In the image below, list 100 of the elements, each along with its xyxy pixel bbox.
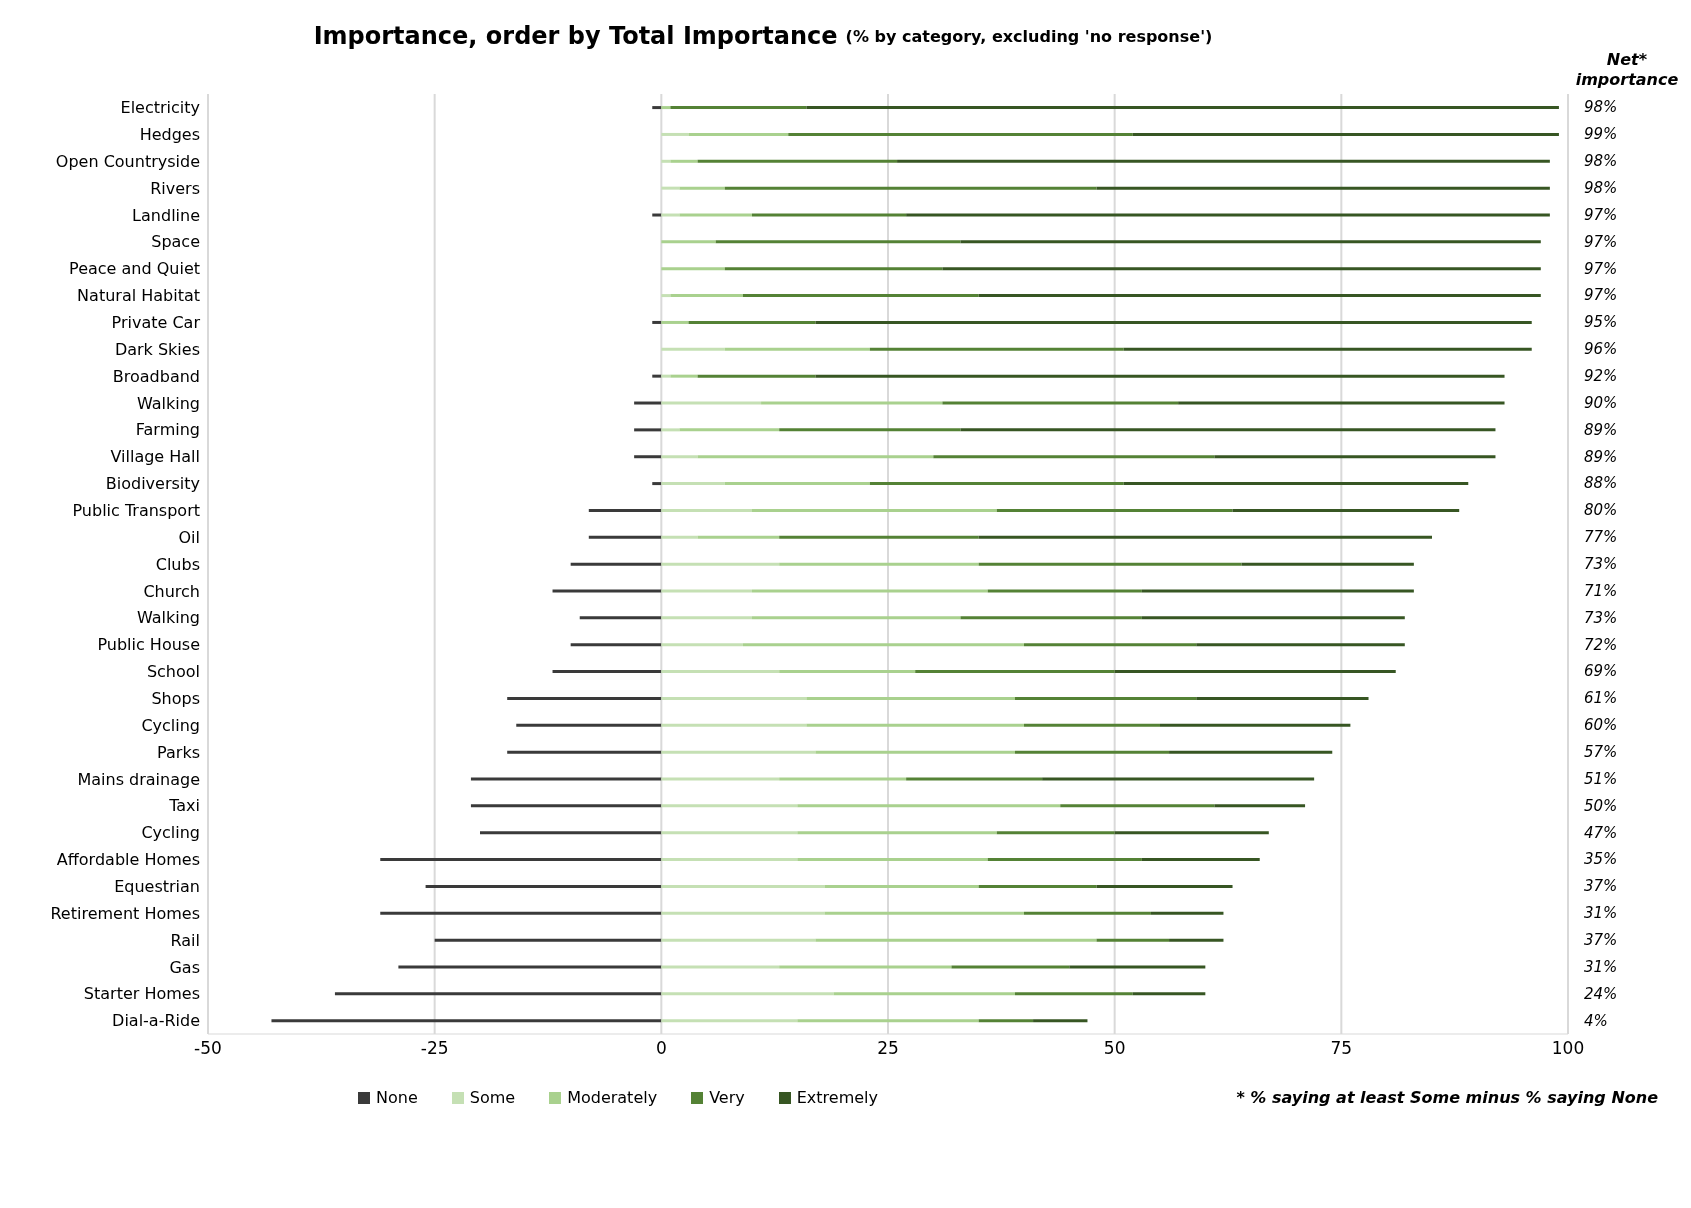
bar — [978, 884, 1097, 888]
bar — [552, 589, 662, 593]
bar — [752, 213, 907, 217]
bar — [380, 911, 662, 915]
bar — [334, 992, 662, 996]
bar — [742, 294, 979, 298]
legend-label: Extremely — [796, 1088, 878, 1107]
bar — [797, 804, 1061, 808]
bar — [906, 213, 1550, 217]
y-tick-label: Clubs — [155, 554, 200, 574]
bar — [1024, 911, 1151, 915]
bar — [1196, 643, 1405, 647]
bar — [697, 159, 898, 163]
bar — [679, 213, 752, 217]
y-tick-label: Dark Skies — [114, 339, 200, 359]
bar — [661, 696, 807, 700]
bar — [1069, 965, 1206, 969]
text: 35% — [1584, 849, 1618, 870]
bar — [1024, 723, 1160, 727]
bar — [652, 320, 662, 324]
bar — [978, 294, 1541, 298]
bar — [779, 535, 979, 539]
bar — [1024, 643, 1197, 647]
text: 57% — [1584, 742, 1618, 762]
text: 37% — [1584, 876, 1618, 897]
bar — [661, 884, 825, 888]
bar — [869, 347, 1124, 351]
bar — [715, 240, 961, 244]
bar — [906, 777, 1043, 781]
text: 97% — [1584, 285, 1618, 306]
chart-subtitle: (% by category, excluding 'no response') — [845, 26, 1213, 46]
bar — [634, 401, 662, 405]
bar — [960, 616, 1142, 620]
bar — [1214, 804, 1306, 808]
bar — [688, 320, 816, 324]
bar — [779, 562, 979, 566]
bar — [661, 401, 762, 405]
text: 99% — [1584, 124, 1618, 145]
text: 73% — [1584, 554, 1618, 574]
bar — [1123, 347, 1532, 351]
bar — [1169, 938, 1224, 942]
bar — [570, 562, 662, 566]
bar — [661, 858, 798, 862]
bar — [507, 696, 662, 700]
text: 4% — [1584, 1010, 1608, 1031]
bar — [815, 938, 1097, 942]
bar — [634, 428, 662, 432]
bar — [942, 401, 1179, 405]
y-tick-label: Retirement Homes — [50, 903, 200, 923]
text: * % saying at least Some minus % saying None — [1236, 1088, 1658, 1107]
bar — [1150, 911, 1224, 915]
y-tick-label: Natural Habitat — [77, 286, 200, 306]
bar — [661, 616, 752, 620]
bar — [652, 106, 662, 110]
text: 98% — [1584, 151, 1618, 172]
bar — [1141, 858, 1260, 862]
bar — [652, 482, 662, 486]
bar — [797, 831, 997, 835]
text: 90% — [1584, 392, 1618, 413]
bar — [779, 670, 916, 674]
bar — [516, 723, 662, 727]
bar — [697, 535, 780, 539]
bar — [761, 401, 943, 405]
bar — [815, 750, 1015, 754]
x-tick-label: 100 — [1551, 1038, 1585, 1059]
bar — [661, 992, 834, 996]
bar — [579, 616, 662, 620]
bar — [987, 589, 1142, 593]
legend-label: None — [376, 1088, 418, 1107]
bar — [661, 267, 725, 271]
bar — [942, 267, 1541, 271]
x-tick-label: 25 — [877, 1038, 899, 1059]
text: 96% — [1584, 339, 1618, 360]
bar — [679, 428, 780, 432]
bar — [779, 965, 952, 969]
bar — [915, 670, 1115, 674]
y-tick-label: Rivers — [150, 178, 200, 198]
text: 97% — [1584, 231, 1618, 252]
y-tick-label: Affordable Homes — [56, 850, 200, 870]
y-tick-label: Gas — [169, 957, 200, 977]
bar — [425, 884, 662, 888]
bar — [1178, 401, 1505, 405]
bar — [661, 750, 816, 754]
text: 80% — [1584, 500, 1618, 521]
bar — [960, 240, 1541, 244]
y-tick-label: Private Car — [111, 312, 201, 332]
bar — [824, 911, 1024, 915]
bar — [797, 858, 988, 862]
bar — [742, 643, 1024, 647]
y-tick-label: Landline — [132, 205, 200, 225]
bar — [507, 750, 662, 754]
text: 37% — [1584, 930, 1618, 950]
bar — [661, 938, 816, 942]
bar — [1123, 482, 1469, 486]
y-tick-label: Dial-a-Ride — [112, 1011, 200, 1031]
y-tick-label: Space — [151, 232, 200, 252]
bar — [897, 159, 1550, 163]
bar — [661, 320, 689, 324]
bar — [806, 723, 1024, 727]
x-tick-label: -50 — [194, 1038, 222, 1059]
